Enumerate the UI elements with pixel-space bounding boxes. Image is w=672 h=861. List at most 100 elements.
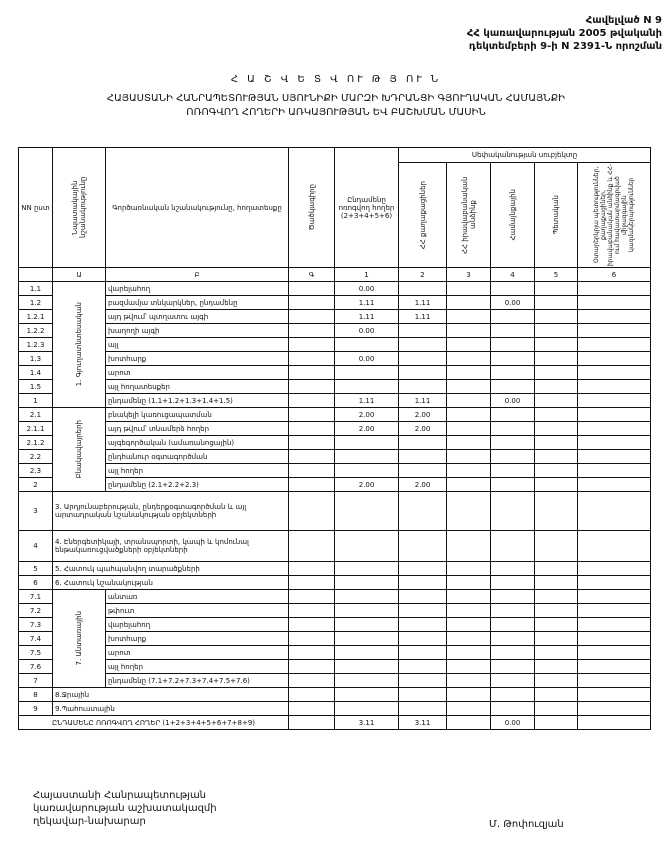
value-cell (288, 589, 335, 604)
value-cell (334, 561, 399, 576)
row-number: 9 (18, 701, 53, 716)
value-cell (288, 673, 335, 688)
value-cell (288, 575, 335, 590)
col-letter: Գ (288, 267, 335, 282)
value-cell (576, 687, 652, 702)
footer-line-3: ղեկավար-նախարար (33, 816, 146, 827)
value-cell (534, 477, 578, 492)
value-cell (576, 351, 652, 366)
land-report-table: NN ըստ Նպատակային նշանակությունը Գործառն… (18, 147, 652, 730)
value-cell (576, 645, 652, 660)
table-row: 7.3 վարելահող (18, 617, 652, 632)
value-cell (576, 631, 652, 646)
row-label: այլ հողատեսքեր (105, 379, 289, 394)
value-cell (490, 281, 535, 296)
value-cell (398, 617, 447, 632)
total-value: 0.00 (490, 715, 535, 730)
value-cell (576, 337, 652, 352)
value-cell (576, 295, 652, 310)
table-row: 7 ընդամենը (7.1+7.2+7.3+7.4+7.5+7.6) (18, 673, 652, 688)
value-cell (576, 281, 652, 296)
value-cell (398, 589, 447, 604)
value-cell (534, 530, 578, 562)
value-cell (534, 463, 578, 478)
value-cell (534, 379, 578, 394)
value-cell (398, 323, 447, 338)
table-row: 2.2 ընդհանուր օգտագործման (18, 449, 652, 464)
value-cell (490, 631, 535, 646)
value-cell (398, 659, 447, 674)
value-cell (288, 631, 335, 646)
value-cell (576, 477, 652, 492)
value-cell (288, 645, 335, 660)
value-cell (334, 617, 399, 632)
value-cell (576, 379, 652, 394)
value-cell: 0.00 (490, 393, 535, 408)
value-cell (288, 659, 335, 674)
row-label: այդ թվում՝ տնամերձ հողեր (105, 421, 289, 436)
value-cell (446, 407, 491, 422)
header-nn: NN ըստ (18, 147, 53, 268)
value-cell (446, 530, 491, 562)
header-col5: Պետական (534, 162, 578, 268)
value-cell (288, 351, 335, 366)
row-label: արոտ (105, 365, 289, 380)
value-cell (490, 477, 535, 492)
table-row: 1.5 այլ հողատեսքեր (18, 379, 652, 394)
row-number: 2.1.2 (18, 435, 53, 450)
value-cell (576, 659, 652, 674)
table-row: 1.2.3 այլ (18, 337, 652, 352)
value-cell (576, 407, 652, 422)
value-cell (446, 421, 491, 436)
row-number: 7.1 (18, 589, 53, 604)
value-cell (446, 351, 491, 366)
value-cell (288, 393, 335, 408)
value-cell (288, 407, 335, 422)
value-cell (576, 463, 652, 478)
value-cell (534, 309, 578, 324)
table-row: 7.4 խոտհարք (18, 631, 652, 646)
row-label: արոտ (105, 645, 289, 660)
value-cell (490, 337, 535, 352)
row-number: 1.2.2 (18, 323, 53, 338)
value-cell (446, 603, 491, 618)
value-cell (446, 673, 491, 688)
value-cell (576, 561, 652, 576)
value-cell (334, 337, 399, 352)
row-label: 9.Պահուստային (52, 701, 289, 716)
value-cell: 0.00 (334, 323, 399, 338)
document-title: Հ Ա Շ Վ Ե Տ Վ ՈՒ Թ Յ ՈՒ Ն (230, 74, 442, 85)
col-letter: Բ (105, 267, 289, 282)
table-row: 1.4 արոտ (18, 365, 652, 380)
value-cell (490, 435, 535, 450)
value-cell (446, 491, 491, 531)
value-cell (334, 463, 399, 478)
value-cell (446, 365, 491, 380)
value-cell (534, 407, 578, 422)
value-cell (398, 603, 447, 618)
row-number: 7 (18, 673, 53, 688)
annex-line-1: Հավելված N 9 (585, 15, 662, 26)
value-cell (534, 673, 578, 688)
value-cell (446, 659, 491, 674)
value-cell (446, 617, 491, 632)
value-cell (490, 589, 535, 604)
value-cell (576, 421, 652, 436)
value-cell (398, 687, 447, 702)
value-cell (534, 337, 578, 352)
annex-line-3: դեկտեմբերի 9-ի N 2391-Ն որոշման (468, 41, 662, 52)
value-cell (334, 603, 399, 618)
row-label: վարելահող (105, 617, 289, 632)
value-cell (288, 281, 335, 296)
footer-line-1: Հայաստանի Հանրապետության (33, 790, 207, 801)
value-cell (398, 379, 447, 394)
value-cell (490, 309, 535, 324)
col-letter: Ա (52, 267, 106, 282)
value-cell (534, 575, 578, 590)
value-cell (576, 575, 652, 590)
value-cell (490, 351, 535, 366)
row-label: 6. Հատուկ նշանակության (52, 575, 289, 590)
value-cell: 2.00 (398, 421, 447, 436)
row-number: 4 (18, 530, 53, 562)
value-cell (398, 337, 447, 352)
